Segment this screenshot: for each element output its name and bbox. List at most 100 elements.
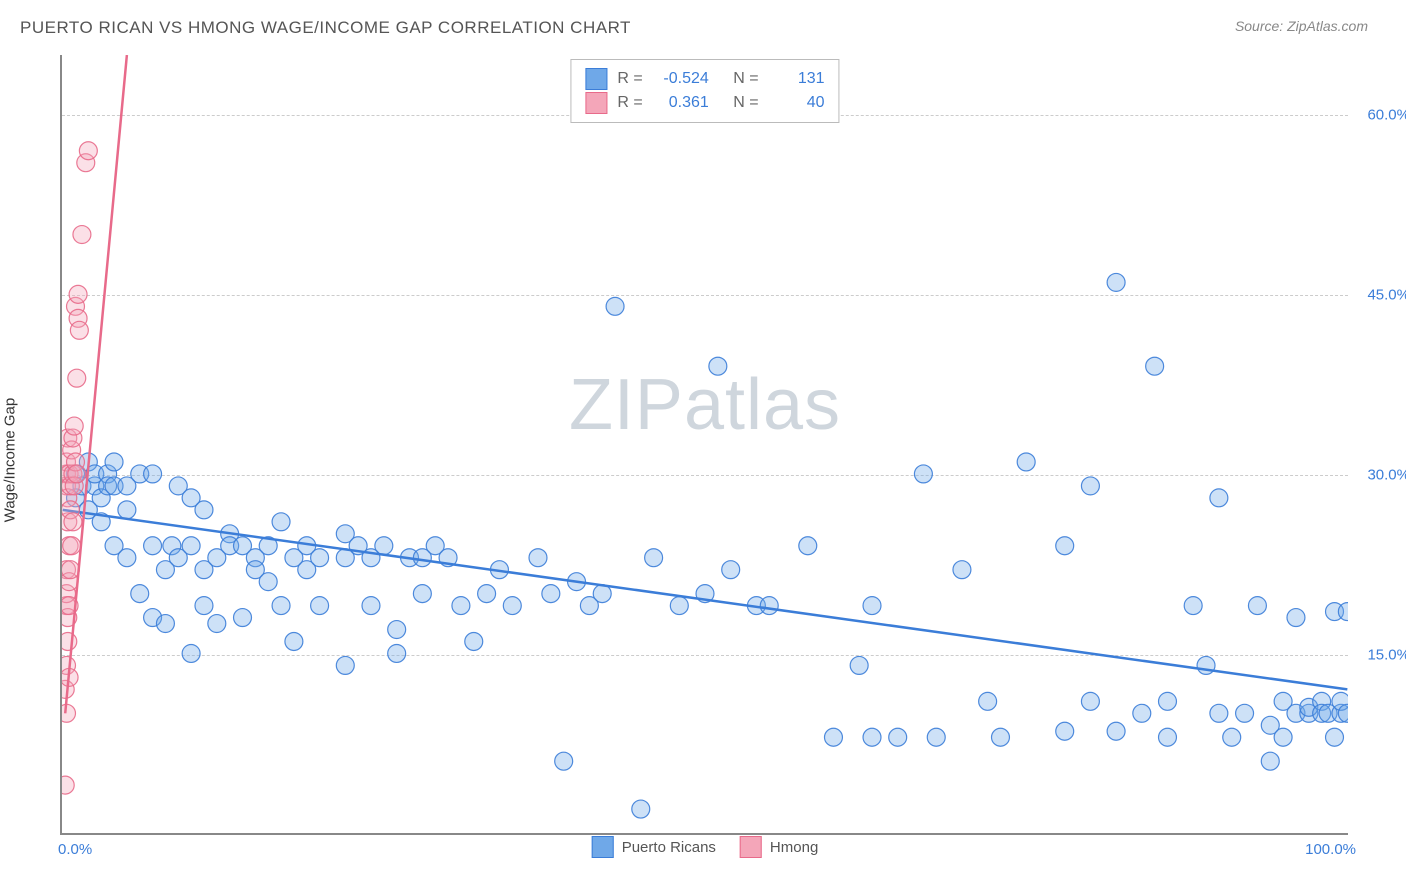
scatter-point: [79, 142, 97, 160]
scatter-point: [68, 369, 86, 387]
y-tick-label: 30.0%: [1367, 467, 1406, 484]
scatter-point: [1159, 692, 1177, 710]
scatter-point: [1184, 597, 1202, 615]
scatter-point: [799, 537, 817, 555]
scatter-point: [1287, 609, 1305, 627]
scatter-point: [953, 561, 971, 579]
scatter-point: [259, 573, 277, 591]
scatter-point: [632, 800, 650, 818]
scatter-point: [1210, 489, 1228, 507]
scatter-point: [1107, 273, 1125, 291]
series-legend: Puerto Ricans Hmong: [592, 836, 819, 858]
plot-area: ZIPatlas 15.0%30.0%45.0%60.0% 0.0% 100.0…: [60, 55, 1348, 835]
scatter-point: [118, 549, 136, 567]
scatter-point: [914, 465, 932, 483]
scatter-point: [1081, 477, 1099, 495]
scatter-point: [452, 597, 470, 615]
scatter-point: [234, 609, 252, 627]
scatter-point: [388, 621, 406, 639]
legend-item-hmong: Hmong: [740, 836, 818, 858]
stats-row-hmong: R = 0.361 N = 40: [585, 92, 824, 114]
scatter-point: [105, 453, 123, 471]
scatter-point: [195, 501, 213, 519]
scatter-point: [927, 728, 945, 746]
scatter-point: [1261, 752, 1279, 770]
scatter-point: [68, 465, 86, 483]
scatter-point: [992, 728, 1010, 746]
r-value-puerto-ricans: -0.524: [653, 70, 709, 88]
chart-title: PUERTO RICAN VS HMONG WAGE/INCOME GAP CO…: [20, 18, 631, 37]
scatter-point: [606, 297, 624, 315]
scatter-point: [144, 465, 162, 483]
scatter-point: [64, 513, 82, 531]
scatter-point: [272, 597, 290, 615]
scatter-point: [824, 728, 842, 746]
scatter-point: [542, 585, 560, 603]
trend-line: [63, 510, 1348, 690]
legend-item-puerto-ricans: Puerto Ricans: [592, 836, 716, 858]
scatter-point: [70, 321, 88, 339]
scatter-point: [1274, 728, 1292, 746]
scatter-point: [889, 728, 907, 746]
scatter-point: [709, 357, 727, 375]
scatter-point: [118, 501, 136, 519]
scatter-point: [63, 537, 81, 555]
x-tick-max: 100.0%: [1305, 841, 1356, 858]
scatter-point: [478, 585, 496, 603]
scatter-point: [529, 549, 547, 567]
scatter-point: [362, 597, 380, 615]
scatter-point: [69, 285, 87, 303]
scatter-point: [156, 615, 174, 633]
y-tick-label: 15.0%: [1367, 647, 1406, 664]
scatter-point: [208, 615, 226, 633]
scatter-point: [1223, 728, 1241, 746]
swatch-puerto-ricans: [585, 68, 607, 90]
scatter-point: [1017, 453, 1035, 471]
chart-container: Wage/Income Gap ZIPatlas 15.0%30.0%45.0%…: [20, 55, 1386, 865]
scatter-point: [285, 633, 303, 651]
n-value-puerto-ricans: 131: [769, 70, 825, 88]
scatter-point: [195, 597, 213, 615]
r-value-hmong: 0.361: [653, 94, 709, 112]
stats-legend: R = -0.524 N = 131 R = 0.361 N = 40: [570, 59, 839, 123]
scatter-point: [311, 597, 329, 615]
scatter-point: [1133, 704, 1151, 722]
scatter-svg: [62, 55, 1348, 833]
scatter-point: [388, 644, 406, 662]
scatter-point: [311, 549, 329, 567]
scatter-point: [62, 633, 77, 651]
n-value-hmong: 40: [769, 94, 825, 112]
scatter-point: [863, 597, 881, 615]
scatter-point: [1236, 704, 1254, 722]
scatter-point: [465, 633, 483, 651]
scatter-point: [62, 776, 74, 794]
scatter-point: [65, 417, 83, 435]
swatch-hmong-b: [740, 836, 762, 858]
scatter-point: [1326, 728, 1344, 746]
y-axis-label: Wage/Income Gap: [2, 398, 19, 523]
scatter-point: [272, 513, 290, 531]
scatter-point: [1248, 597, 1266, 615]
swatch-puerto-ricans-b: [592, 836, 614, 858]
scatter-point: [722, 561, 740, 579]
scatter-point: [336, 656, 354, 674]
swatch-hmong: [585, 92, 607, 114]
scatter-point: [1107, 722, 1125, 740]
scatter-point: [1210, 704, 1228, 722]
scatter-point: [131, 585, 149, 603]
scatter-point: [503, 597, 521, 615]
scatter-point: [73, 226, 91, 244]
scatter-point: [1056, 537, 1074, 555]
scatter-point: [182, 644, 200, 662]
scatter-point: [1146, 357, 1164, 375]
scatter-point: [850, 656, 868, 674]
scatter-point: [555, 752, 573, 770]
stats-row-puerto-ricans: R = -0.524 N = 131: [585, 68, 824, 90]
scatter-point: [1159, 728, 1177, 746]
scatter-point: [62, 561, 79, 579]
scatter-point: [1081, 692, 1099, 710]
scatter-point: [760, 597, 778, 615]
x-tick-min: 0.0%: [58, 841, 92, 858]
scatter-point: [645, 549, 663, 567]
source-label: Source: ZipAtlas.com: [1235, 18, 1368, 34]
